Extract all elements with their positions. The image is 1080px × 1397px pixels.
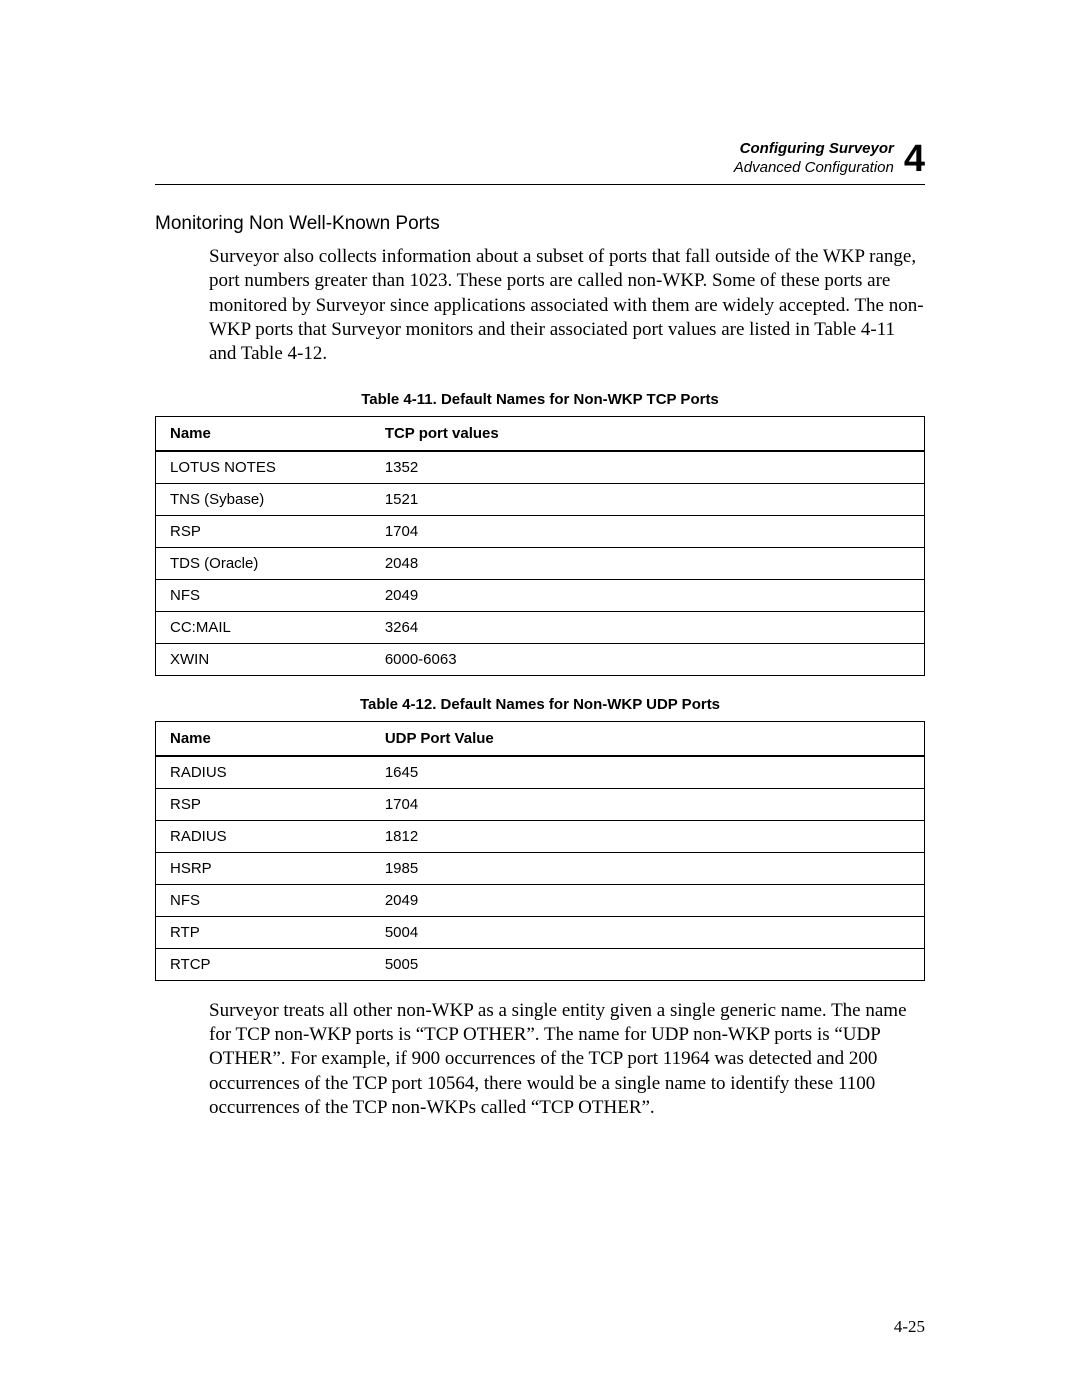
section-heading: Monitoring Non Well-Known Ports bbox=[155, 213, 925, 235]
page-number: 4-25 bbox=[894, 1317, 925, 1337]
table1-caption: Table 4-11. Default Names for Non-WKP TC… bbox=[155, 391, 925, 408]
table2-caption: Table 4-12. Default Names for Non-WKP UD… bbox=[155, 696, 925, 713]
header-chapter-title: Configuring Surveyor bbox=[734, 140, 894, 159]
table-row: RTCP5005 bbox=[156, 948, 925, 980]
document-page: Configuring Surveyor Advanced Configurat… bbox=[0, 0, 1080, 1204]
table-row: RSP1704 bbox=[156, 515, 925, 547]
tcp-ports-table: Name TCP port values LOTUS NOTES1352 TNS… bbox=[155, 416, 925, 676]
table1-col1: TCP port values bbox=[371, 416, 925, 451]
table-row: RSP1704 bbox=[156, 788, 925, 820]
header-section-title: Advanced Configuration bbox=[734, 159, 894, 178]
header-text-block: Configuring Surveyor Advanced Configurat… bbox=[734, 140, 894, 178]
chapter-number: 4 bbox=[904, 140, 925, 178]
intro-paragraph: Surveyor also collects information about… bbox=[209, 245, 925, 367]
table-row: CC:MAIL3264 bbox=[156, 611, 925, 643]
udp-ports-table: Name UDP Port Value RADIUS1645 RSP1704 R… bbox=[155, 721, 925, 981]
table-header-row: Name TCP port values bbox=[156, 416, 925, 451]
table2-col0: Name bbox=[156, 721, 371, 756]
page-header: Configuring Surveyor Advanced Configurat… bbox=[155, 140, 925, 185]
table-row: XWIN6000-6063 bbox=[156, 643, 925, 675]
table2-col1: UDP Port Value bbox=[371, 721, 925, 756]
table-row: LOTUS NOTES1352 bbox=[156, 451, 925, 484]
table1-col0: Name bbox=[156, 416, 371, 451]
table-row: RADIUS1645 bbox=[156, 756, 925, 789]
table-row: NFS2049 bbox=[156, 884, 925, 916]
table-row: RADIUS1812 bbox=[156, 820, 925, 852]
table-row: TDS (Oracle)2048 bbox=[156, 547, 925, 579]
table-row: NFS2049 bbox=[156, 579, 925, 611]
table-header-row: Name UDP Port Value bbox=[156, 721, 925, 756]
table-row: HSRP1985 bbox=[156, 852, 925, 884]
table-row: TNS (Sybase)1521 bbox=[156, 483, 925, 515]
closing-paragraph: Surveyor treats all other non-WKP as a s… bbox=[209, 999, 925, 1121]
table-row: RTP5004 bbox=[156, 916, 925, 948]
